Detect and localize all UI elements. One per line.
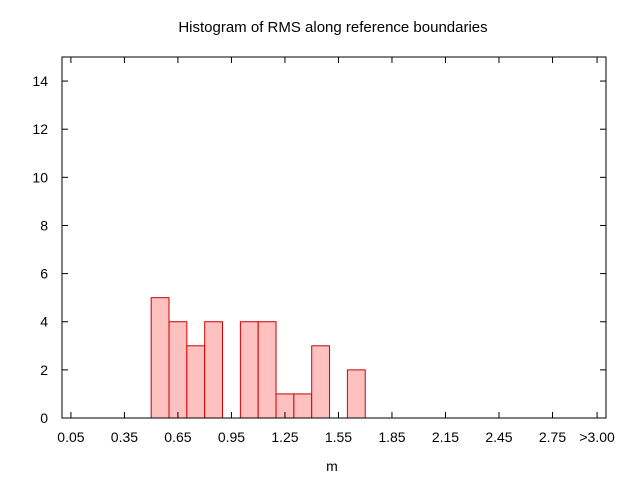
y-tick-label: 14 bbox=[32, 73, 48, 89]
histogram-bar bbox=[257, 321, 277, 419]
y-tick-label: 2 bbox=[40, 362, 48, 378]
y-axis: 0 2 4 6 8 10 12 14 bbox=[32, 73, 606, 426]
histogram-bar bbox=[239, 321, 259, 419]
x-tick-label: 1.85 bbox=[378, 429, 405, 445]
y-tick-label: 10 bbox=[32, 169, 48, 185]
y-tick-label: 4 bbox=[40, 314, 48, 330]
x-tick-label: 1.55 bbox=[325, 429, 352, 445]
histogram-bar bbox=[150, 297, 170, 419]
y-tick-label: 12 bbox=[32, 121, 48, 137]
histogram-bar bbox=[346, 369, 366, 419]
x-tick-label: >3.00 bbox=[579, 429, 615, 445]
plot-frame bbox=[61, 56, 607, 419]
x-axis: 0.05 0.35 0.65 0.95 1.25 1.55 1.85 2.15 2.45 2.75… bbox=[57, 57, 615, 445]
x-tick-label: 0.95 bbox=[218, 429, 245, 445]
y-tick-label: 8 bbox=[40, 217, 48, 233]
histogram-bar bbox=[186, 345, 206, 419]
bars-group bbox=[150, 297, 366, 419]
y-tick-label: 0 bbox=[40, 410, 48, 426]
x-tick-label: 1.25 bbox=[271, 429, 298, 445]
x-tick-label: 0.65 bbox=[164, 429, 191, 445]
histogram-bar bbox=[293, 393, 313, 419]
y-tick-label: 6 bbox=[40, 266, 48, 282]
x-tick-label: 2.45 bbox=[485, 429, 512, 445]
x-tick-label: 2.75 bbox=[539, 429, 566, 445]
histogram-bar bbox=[311, 345, 331, 419]
x-tick-label: 0.35 bbox=[111, 429, 138, 445]
x-tick-label: 2.15 bbox=[432, 429, 459, 445]
chart-title: Histogram of RMS along reference boundar… bbox=[178, 19, 487, 36]
histogram-bar bbox=[204, 321, 224, 419]
x-tick-label: 0.05 bbox=[57, 429, 84, 445]
histogram-bar bbox=[168, 321, 188, 419]
x-axis-label: m bbox=[326, 458, 338, 474]
